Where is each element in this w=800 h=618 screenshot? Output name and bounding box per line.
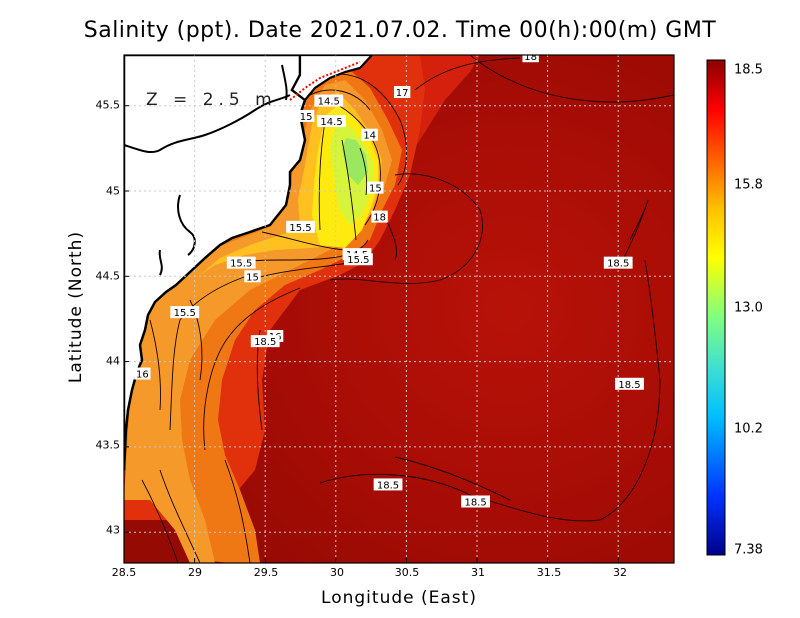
contour-line bbox=[149, 319, 161, 411]
contour-label: 14.5 bbox=[320, 117, 342, 128]
contour-label: 18.5 bbox=[254, 337, 276, 348]
contour-label-box bbox=[393, 86, 411, 99]
contour-label-box bbox=[250, 335, 280, 348]
contour-label: 15 bbox=[369, 184, 382, 195]
contour-labels: 181714.51514.514151815.514.515.515.51518… bbox=[134, 52, 644, 508]
inland-borders bbox=[124, 64, 291, 276]
x-tick-label: 30 bbox=[330, 566, 344, 579]
contour-label-box bbox=[343, 253, 373, 266]
lagoon-outline bbox=[158, 249, 163, 276]
colorbar-label: 15.8 bbox=[734, 177, 763, 193]
contour-label-box bbox=[134, 367, 151, 380]
plot-area: 181714.51514.514151815.514.515.515.51518… bbox=[124, 52, 674, 563]
contour-line bbox=[341, 139, 357, 241]
contour-label: 15.5 bbox=[230, 259, 252, 270]
y-tick-label: 43.5 bbox=[95, 438, 121, 452]
depth-label: Z = 2.5 m bbox=[146, 90, 277, 110]
land-north-shore bbox=[290, 55, 374, 102]
contour-label: 18.5 bbox=[377, 480, 399, 491]
contour-label-box bbox=[461, 495, 490, 508]
contour-label: 14 bbox=[363, 131, 376, 142]
contour-label-box bbox=[244, 270, 261, 283]
contour-label: 15 bbox=[246, 272, 259, 283]
contour-line bbox=[224, 459, 251, 563]
x-tick-label: 29 bbox=[188, 566, 202, 579]
x-tick-label: 32 bbox=[613, 566, 627, 579]
contour-label-box bbox=[317, 115, 346, 128]
salinity-band-green bbox=[342, 138, 368, 185]
contour-label-box bbox=[226, 256, 256, 269]
contour-label: 18.5 bbox=[607, 259, 629, 270]
colorbar-label-min: 7.38 bbox=[734, 542, 763, 558]
x-tick-label: 28.5 bbox=[111, 566, 137, 579]
grid-lines bbox=[124, 55, 674, 563]
contour-line bbox=[359, 147, 368, 196]
x-axis-label: Longitude (East) bbox=[321, 588, 477, 608]
contour-line bbox=[319, 259, 661, 522]
colorbar-label: 10.2 bbox=[734, 421, 763, 437]
colorbar-label-max: 18.5 bbox=[734, 62, 763, 78]
x-tick-label: 30.5 bbox=[394, 566, 420, 579]
contour-line bbox=[203, 287, 301, 451]
plot-frame bbox=[123, 54, 675, 564]
contour-label-box bbox=[314, 94, 344, 107]
contour-label: 18.5 bbox=[618, 380, 640, 391]
y-tick-label: 44 bbox=[106, 354, 120, 368]
contour-label-box bbox=[371, 210, 388, 223]
axis-ticks bbox=[123, 105, 619, 563]
contour-label: 15.5 bbox=[347, 255, 369, 266]
contour-line bbox=[469, 55, 674, 103]
lake-outline bbox=[124, 94, 291, 154]
contour-label-box bbox=[286, 220, 315, 233]
lagoon-outline bbox=[177, 194, 196, 256]
contour-label: 17 bbox=[396, 88, 409, 99]
contour-line bbox=[309, 89, 371, 111]
contour-label-box bbox=[297, 109, 315, 122]
colorbar-label: 13.0 bbox=[734, 300, 763, 316]
contour-line bbox=[159, 469, 201, 563]
contour-label-box bbox=[615, 377, 644, 390]
contour-label: 14.5 bbox=[318, 97, 340, 108]
y-tick-label: 44.5 bbox=[95, 269, 121, 283]
contour-label-box bbox=[367, 181, 384, 194]
contour-label-box bbox=[373, 478, 403, 491]
y-tick-label: 45.5 bbox=[95, 98, 121, 112]
map-title: Salinity (ppt). Date 2021.07.02. Time 00… bbox=[83, 18, 717, 43]
contour-label-box bbox=[361, 128, 378, 141]
y-axis-label: Latitude (North) bbox=[66, 230, 86, 384]
contour-line bbox=[621, 199, 649, 263]
river-outline bbox=[281, 64, 288, 101]
contour-label: 18 bbox=[373, 213, 386, 224]
contour-label: 18.5 bbox=[464, 497, 486, 508]
contour-line bbox=[261, 231, 346, 251]
x-tick-label: 31 bbox=[471, 566, 485, 579]
contour-line bbox=[329, 173, 484, 284]
colorbar bbox=[706, 59, 726, 556]
contour-label: 15 bbox=[300, 112, 313, 123]
contour-line bbox=[414, 57, 521, 91]
contour-line bbox=[394, 456, 511, 501]
y-tick-label: 43 bbox=[106, 523, 120, 537]
contour-line bbox=[329, 73, 408, 186]
contour-line bbox=[141, 479, 179, 563]
contour-line bbox=[337, 104, 381, 226]
y-tick-label: 45 bbox=[106, 184, 120, 198]
contour-label-box bbox=[603, 256, 633, 269]
contour-label-box bbox=[170, 306, 200, 319]
contour-line bbox=[169, 274, 251, 431]
contour-label: 15.5 bbox=[174, 308, 196, 319]
x-tick-label: 31.5 bbox=[536, 566, 562, 579]
contour-label: 16 bbox=[136, 370, 149, 381]
danube-delta-dots bbox=[289, 61, 361, 101]
contour-label: 18 bbox=[524, 52, 537, 63]
contour-label-box bbox=[522, 55, 539, 63]
contour-label: 15.5 bbox=[289, 223, 311, 234]
x-tick-label: 29.5 bbox=[253, 566, 279, 579]
